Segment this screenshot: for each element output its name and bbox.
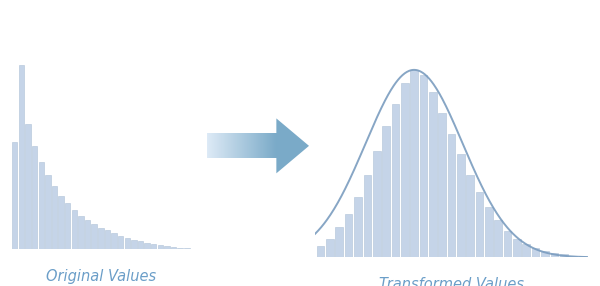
Bar xyxy=(551,253,558,257)
Bar xyxy=(112,233,117,249)
Bar xyxy=(91,224,97,249)
Bar xyxy=(184,248,190,249)
Bar xyxy=(151,244,157,249)
Bar xyxy=(373,150,380,257)
Bar xyxy=(569,255,577,257)
Bar xyxy=(32,146,37,249)
Bar xyxy=(125,238,130,249)
Bar xyxy=(71,210,77,249)
Text: Original Values: Original Values xyxy=(46,269,156,284)
Bar xyxy=(19,65,24,249)
Bar xyxy=(78,216,83,249)
Bar xyxy=(98,228,104,249)
Bar xyxy=(439,113,446,257)
Bar xyxy=(476,192,484,257)
Bar xyxy=(25,124,31,249)
Bar xyxy=(410,70,418,257)
Bar xyxy=(523,244,530,257)
Bar xyxy=(164,246,170,249)
Bar xyxy=(45,175,50,249)
Bar xyxy=(457,154,464,257)
Bar xyxy=(38,162,44,249)
Bar xyxy=(401,83,409,257)
Bar xyxy=(52,186,57,249)
Bar xyxy=(466,175,474,257)
Bar xyxy=(541,251,549,257)
Bar xyxy=(65,203,70,249)
Bar xyxy=(145,243,150,249)
Bar xyxy=(158,245,163,249)
Bar xyxy=(105,231,110,249)
Bar xyxy=(560,255,568,257)
Bar xyxy=(354,197,362,257)
Bar xyxy=(131,240,137,249)
Bar xyxy=(345,214,352,257)
Bar xyxy=(513,239,521,257)
Text: Transformed Values: Transformed Values xyxy=(379,277,524,286)
Bar xyxy=(335,227,343,257)
Bar xyxy=(178,247,183,249)
Bar xyxy=(419,76,427,257)
Bar xyxy=(326,239,334,257)
Bar xyxy=(364,175,371,257)
Bar xyxy=(448,134,455,257)
Bar xyxy=(504,231,511,257)
Bar xyxy=(429,92,437,257)
Bar xyxy=(382,126,390,257)
Bar xyxy=(138,241,143,249)
Bar xyxy=(58,196,64,249)
Polygon shape xyxy=(277,118,309,173)
Bar xyxy=(12,142,17,249)
Bar xyxy=(494,220,502,257)
Bar xyxy=(532,248,539,257)
Bar xyxy=(578,256,586,257)
Bar xyxy=(485,207,493,257)
Bar xyxy=(317,246,325,257)
Bar xyxy=(118,236,124,249)
Bar xyxy=(85,220,90,249)
Bar xyxy=(392,104,399,257)
Bar xyxy=(171,247,176,249)
